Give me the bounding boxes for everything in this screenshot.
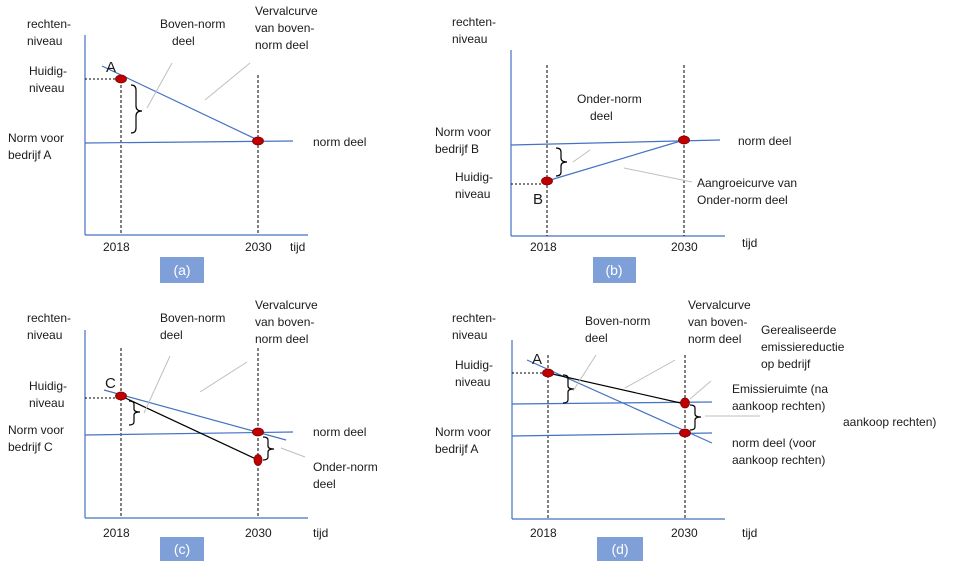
panel-b-point-b bbox=[541, 176, 553, 186]
panel-a-norm-company-label: Norm voor bedrijf A bbox=[8, 131, 67, 162]
panel-d-above-norm-brace bbox=[562, 374, 575, 404]
panel-d-realised-reduction-label: Gerealiseerde emissiereductie op bedrijf bbox=[761, 323, 848, 371]
panel-a-tick-2030: 2030 bbox=[245, 240, 272, 254]
panel-c-tick-2030: 2030 bbox=[245, 526, 272, 540]
panel-b-point-letter: B bbox=[533, 191, 543, 208]
panel-a-above-norm-label: Boven-norm deel bbox=[160, 17, 229, 48]
panel-c-y-axis-label: rechten- niveau bbox=[27, 311, 74, 342]
panel-a-above-norm-pointer bbox=[146, 62, 173, 109]
panel-d-tag: (d) bbox=[597, 537, 643, 561]
panel-a-decay-line bbox=[101, 65, 263, 143]
panel-c-below-norm-label: Onder-norm deel bbox=[313, 460, 381, 491]
panel-b-below-norm-pointer bbox=[572, 149, 591, 163]
panel-c-above-norm-label: Boven-norm deel bbox=[160, 311, 229, 342]
panel-b-tag: (b) bbox=[593, 257, 636, 283]
panel-b-below-norm-brace bbox=[555, 147, 568, 177]
panel-a-decay-curve-label: Vervalcurve van boven- norm deel bbox=[255, 4, 321, 52]
svg-text:(d): (d) bbox=[611, 541, 628, 557]
panel-b-current-level-label: Huidig- niveau bbox=[455, 170, 496, 201]
panel-b-growth-curve-label: Aangroeicurve van Onder-norm deel bbox=[697, 176, 800, 207]
panel-c-norm-company-label: Norm voor bedrijf C bbox=[8, 423, 67, 454]
panel-d-x-axis-label: tijd bbox=[742, 526, 757, 540]
panel-c-tag: (c) bbox=[160, 537, 204, 561]
panel-b-norm-company-label: Norm voor bedrijf B bbox=[435, 125, 494, 156]
panel-c-below-norm-brace bbox=[262, 436, 275, 461]
panel-d-point-a bbox=[542, 368, 554, 378]
panel-b-norm-point-2030 bbox=[678, 135, 690, 145]
panel-c-black-line bbox=[120, 395, 259, 461]
panel-c-end-point-2030 bbox=[253, 454, 263, 466]
panel-a: rechten- niveau Huidig- niveau Norm voor… bbox=[8, 4, 366, 283]
panel-a-x-axis-label: tijd bbox=[290, 240, 305, 254]
panel-a-norm-point-2030 bbox=[252, 136, 264, 146]
panel-d-black-line bbox=[547, 372, 686, 405]
panel-b-x-axis-label: tijd bbox=[742, 236, 757, 250]
panel-d-norm-point-2030 bbox=[679, 428, 691, 438]
panel-c: rechten- niveau Huidig- niveau Norm voor… bbox=[8, 298, 381, 561]
panel-c-point-letter: C bbox=[105, 375, 116, 392]
panel-d-realised-reduction-pointer bbox=[689, 380, 712, 400]
panel-c-decay-pointer bbox=[199, 361, 248, 393]
panel-b-tick-2018: 2018 bbox=[530, 240, 557, 254]
panel-d-decay-curve-label: Vervalcurve van boven- norm deel bbox=[688, 298, 754, 346]
panel-b-growth-pointer bbox=[623, 167, 693, 183]
panel-d-tick-2018: 2018 bbox=[530, 526, 557, 540]
panel-d-decay-pointer bbox=[624, 359, 676, 389]
panel-b-growth-line bbox=[546, 139, 685, 182]
panel-c-above-norm-pointer bbox=[143, 355, 171, 414]
panel-b-tick-2030: 2030 bbox=[671, 240, 698, 254]
panel-d-current-level-label: Huidig- niveau bbox=[455, 358, 496, 389]
panel-c-tick-2018: 2018 bbox=[103, 526, 130, 540]
panel-c-decay-curve-label: Vervalcurve van boven- norm deel bbox=[255, 298, 321, 346]
panel-d-decay-line bbox=[526, 359, 713, 444]
panel-d-above-norm-label: Boven-norm deel bbox=[585, 314, 654, 345]
panel-d-y-axis-label: rechten- niveau bbox=[452, 311, 499, 342]
panel-d-point-letter: A bbox=[532, 351, 542, 368]
panel-b-below-norm-label: Onder-norm deel bbox=[577, 92, 645, 123]
svg-text:(c): (c) bbox=[174, 541, 190, 557]
panel-c-point-c bbox=[115, 391, 127, 401]
panel-c-norm-point-2030 bbox=[252, 427, 264, 437]
panel-a-tag: (a) bbox=[160, 257, 204, 283]
panel-d: rechten- niveau Huidig- niveau Norm voor… bbox=[435, 298, 936, 561]
panel-c-current-level-label: Huidig- niveau bbox=[29, 379, 70, 410]
panel-c-below-norm-pointer bbox=[280, 447, 306, 458]
panel-a-y-axis-label: rechten- niveau bbox=[27, 17, 74, 48]
panel-b-y-axis-label: rechten- niveau bbox=[452, 15, 499, 46]
panel-a-point-a bbox=[115, 74, 127, 84]
panel-d-norm-company-label: Norm voor bedrijf A bbox=[435, 425, 494, 456]
panel-c-x-axis-label: tijd bbox=[313, 526, 328, 540]
panel-d-emission-space-point-2030 bbox=[680, 397, 690, 409]
panel-c-norm-part-label: norm deel bbox=[313, 425, 366, 439]
panel-b-norm-part-label: norm deel bbox=[738, 134, 791, 148]
panel-d-above-norm-pointer bbox=[572, 354, 597, 392]
panel-a-tick-2018: 2018 bbox=[103, 240, 130, 254]
panel-b: rechten- niveau Norm voor bedrijf B Huid… bbox=[435, 15, 800, 283]
panel-a-decay-pointer bbox=[204, 62, 251, 101]
panel-a-point-letter: A bbox=[106, 59, 116, 76]
panel-d-emission-space-label: Emissieruimte (na aankoop rechten) bbox=[732, 382, 831, 413]
svg-text:(b): (b) bbox=[605, 262, 622, 278]
panel-d-tick-2030: 2030 bbox=[671, 526, 698, 540]
svg-text:(a): (a) bbox=[173, 262, 190, 278]
panel-a-above-norm-brace bbox=[130, 84, 143, 134]
panel-d-purchase-label: aankoop rechten) bbox=[843, 415, 936, 429]
panel-d-norm-line bbox=[511, 432, 713, 437]
panel-d-norm-before-label: norm deel (voor aankoop rechten) bbox=[732, 436, 825, 467]
panel-a-norm-part-label: norm deel bbox=[313, 135, 366, 149]
panel-a-current-level-label: Huidig- niveau bbox=[29, 64, 70, 95]
panel-c-above-norm-brace bbox=[128, 400, 141, 426]
panel-d-purchase-brace bbox=[689, 404, 702, 431]
